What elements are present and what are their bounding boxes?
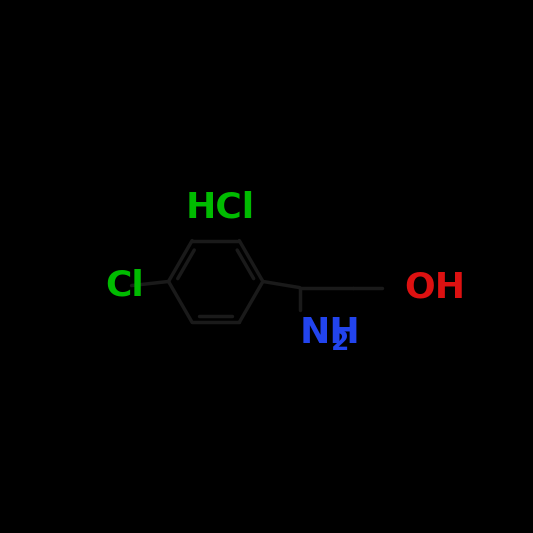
Text: Cl: Cl [105,269,144,303]
Text: HCl: HCl [185,191,254,224]
Text: 2: 2 [330,330,349,356]
Text: OH: OH [405,271,466,305]
Text: NH: NH [300,316,361,350]
